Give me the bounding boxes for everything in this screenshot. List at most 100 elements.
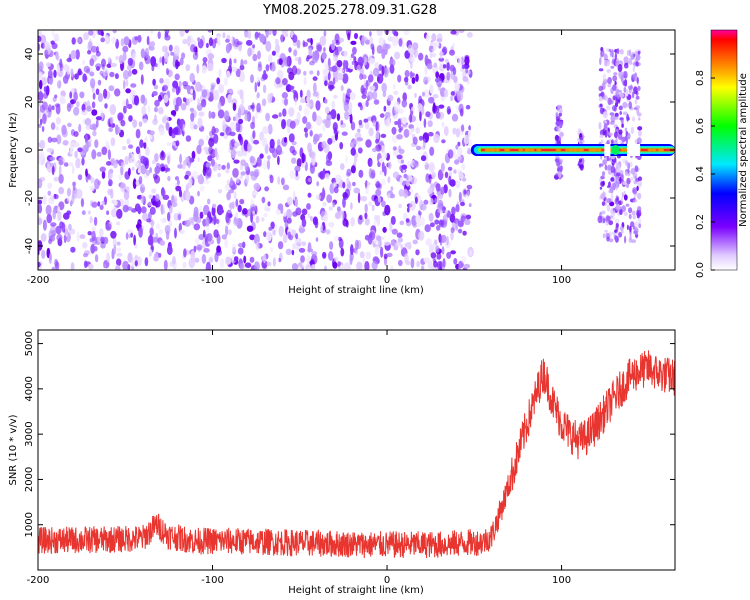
spectrogram-cell: [62, 75, 69, 84]
spectrogram-cell: [447, 149, 454, 159]
spectrogram-cell: [452, 43, 455, 48]
spectrogram-cell: [83, 260, 88, 269]
spectrogram-cell: [77, 68, 82, 76]
spectrogram-y-label: Frequency (Hz): [8, 112, 19, 188]
spectrogram-cell: [166, 68, 169, 75]
spectrogram-cell: [83, 32, 89, 41]
spectrogram-cell: [278, 58, 283, 65]
spectrogram-cell: [51, 42, 58, 50]
spectrogram-cell: [92, 124, 97, 131]
spectrogram-cell: [272, 30, 277, 36]
spectrogram-cell: [635, 61, 639, 67]
spectrogram-cell: [629, 161, 633, 168]
spectrogram-cell: [42, 195, 47, 205]
spectrogram-cell: [626, 113, 629, 122]
spectrogram-cell: [104, 33, 109, 45]
spectrogram-cell: [83, 65, 91, 73]
spectrogram-cell: [218, 84, 225, 94]
spectrogram-cell: [324, 98, 328, 104]
spectrogram-cell: [54, 33, 60, 41]
spectrogram-cell: [272, 229, 276, 236]
spectrogram-cell: [426, 63, 433, 70]
carrier-peak: [647, 148, 653, 152]
spectrogram-cell: [324, 80, 328, 87]
spectrogram-cell: [127, 252, 133, 263]
spectrogram-cell: [433, 62, 438, 68]
spectrogram-cell: [214, 147, 218, 158]
spectrogram-cell: [458, 56, 462, 66]
spectrogram-cell: [80, 198, 84, 208]
spectrogram-cell: [397, 118, 402, 129]
spectrogram-cell: [638, 210, 642, 217]
spectrogram-cell: [158, 228, 163, 235]
spectrogram-cell: [101, 58, 106, 68]
spectrogram-cell: [608, 189, 612, 193]
spectrogram-cell: [410, 61, 413, 69]
spectrogram-cell: [197, 37, 201, 42]
spectrogram-cell: [130, 232, 133, 238]
spectrogram-cell: [365, 79, 369, 91]
spectrogram-cell: [340, 163, 345, 171]
spectrogram-cell: [235, 121, 241, 133]
spectrogram-cell: [115, 55, 119, 61]
spectrogram-cell: [466, 184, 473, 190]
spectrogram-cell: [435, 111, 441, 119]
spectrogram-cell: [407, 44, 414, 54]
spectrogram-cell: [102, 68, 109, 77]
spectrogram-cell: [162, 194, 170, 200]
spectrogram-cell: [123, 105, 127, 114]
spectrogram-cell: [231, 243, 236, 253]
spectrogram-cell: [443, 126, 449, 136]
spectrogram-cell: [623, 212, 628, 216]
spectrogram-cell: [429, 51, 433, 59]
spectrogram-cell: [47, 182, 53, 189]
spectrogram-cell: [342, 191, 348, 199]
spectrogram-cell: [637, 180, 642, 188]
spectrogram-cell: [254, 81, 258, 93]
spectrogram-cell: [208, 257, 214, 264]
spectrogram-cell: [630, 126, 635, 134]
spectrogram-cell: [266, 159, 271, 170]
spectrogram-cell: [434, 42, 440, 48]
spectrogram-cell: [288, 133, 295, 143]
spectrogram-cell: [57, 210, 62, 222]
spectrogram-cell: [446, 251, 452, 259]
spectrogram-cell: [322, 124, 326, 132]
spectrogram-cell: [207, 198, 211, 205]
spectrogram-cell: [142, 118, 148, 124]
spectrogram-cell: [450, 95, 454, 102]
spectrogram-cell: [265, 30, 269, 38]
spectrogram-cell: [403, 188, 409, 199]
spectrogram-cell: [423, 199, 429, 205]
snr-x-label: Height of straight line (km): [288, 585, 424, 596]
spectrogram-cell: [267, 123, 273, 135]
spectrogram-cell: [430, 252, 437, 259]
spectrogram-cell: [458, 103, 464, 114]
spectrogram-cell: [455, 104, 459, 113]
spectrogram-cell: [351, 61, 355, 65]
spectrogram-cell: [281, 92, 288, 99]
spectrogram-cell: [114, 73, 119, 80]
spectrogram-cell: [463, 189, 467, 195]
carrier-peak: [573, 148, 579, 152]
spectrogram-cell: [53, 194, 59, 200]
spectrogram-cell: [414, 93, 417, 98]
spectrogram-x-ticks: -200 -100 0 100: [27, 30, 571, 286]
spectrogram-cell: [239, 262, 245, 270]
spectrogram-cell: [376, 235, 382, 242]
spectrogram-cell: [232, 168, 239, 178]
spectrogram-cell: [605, 105, 611, 110]
spectrogram-cell: [609, 99, 614, 105]
spectrogram-cell: [241, 97, 245, 105]
spectrogram-cell: [227, 93, 232, 104]
spectrogram-cell: [64, 226, 69, 237]
spectrogram-cell: [559, 120, 564, 127]
spectrogram-cell: [616, 204, 621, 210]
spectrogram-cell: [38, 109, 42, 119]
spectrogram-cell: [214, 37, 219, 44]
spectrogram-cell: [415, 214, 421, 224]
spectrogram-cell: [265, 40, 272, 52]
spectrogram-cell: [306, 203, 311, 210]
spectrogram-cell: [289, 85, 295, 90]
x-tick-label: -100: [201, 575, 224, 586]
